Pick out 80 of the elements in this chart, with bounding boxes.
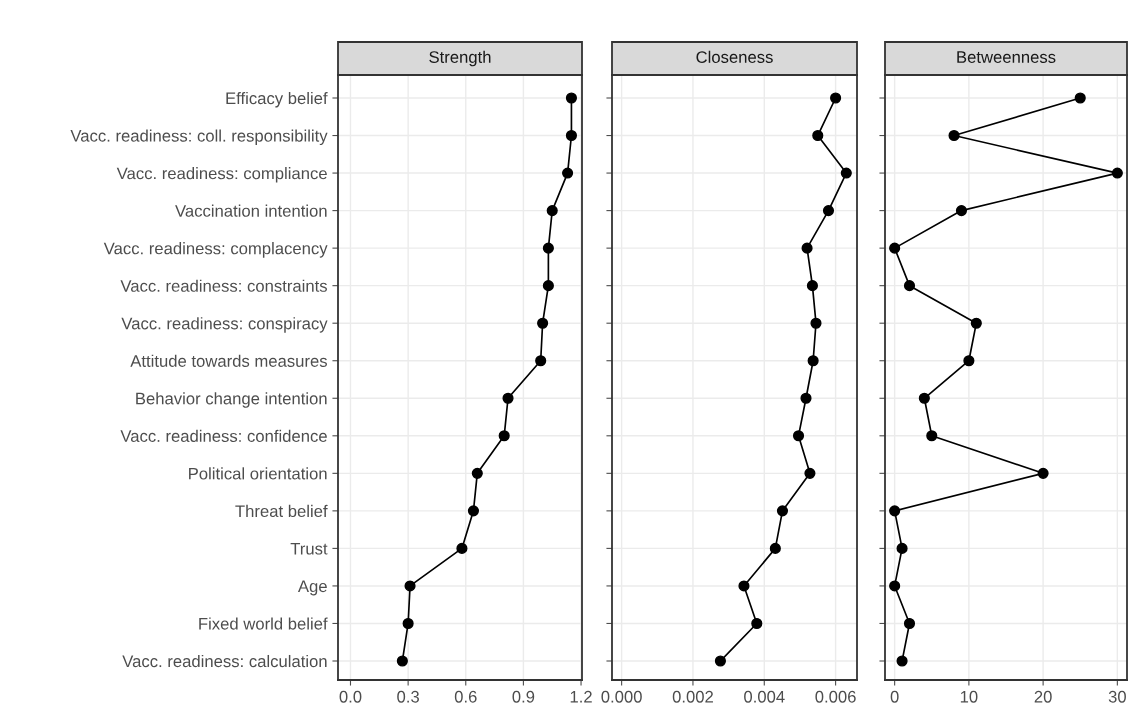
point <box>806 280 818 292</box>
y-tick-label: Efficacy belief <box>226 91 328 108</box>
point <box>955 205 968 217</box>
chart-title: Strength <box>429 50 491 67</box>
point <box>714 655 726 667</box>
y-tick-label: Behavior change intention <box>136 392 327 408</box>
point <box>537 317 549 329</box>
point <box>963 355 975 367</box>
y-tick-label: Attitude towards measures <box>130 354 327 367</box>
y-tick-label: Vacc. readiness: constraints <box>120 279 327 292</box>
point <box>402 617 414 630</box>
y-tick-label: Trust <box>290 542 328 555</box>
point <box>1111 167 1123 179</box>
point <box>751 617 763 630</box>
point <box>562 167 574 179</box>
y-tick-label: Fixed world belief <box>199 617 328 630</box>
y-tick-label: Vacc. readiness: complacency <box>103 242 328 258</box>
y-tick-label: Vacc. readiness: conspiracy <box>121 317 328 333</box>
x-tick-label: 30 <box>1108 690 1126 703</box>
point <box>812 129 824 142</box>
point <box>565 92 577 104</box>
x-tick-label: 0.002 <box>672 690 713 703</box>
point <box>889 505 901 517</box>
point <box>769 542 781 554</box>
point <box>535 355 547 367</box>
point <box>542 280 554 292</box>
point <box>404 580 416 592</box>
point <box>926 430 938 442</box>
point <box>467 505 480 517</box>
chart-title: Closeness <box>696 50 773 63</box>
point <box>542 242 554 254</box>
point <box>948 129 960 142</box>
point <box>810 317 822 329</box>
point <box>565 129 577 142</box>
x-tick-label: 0.9 <box>512 690 535 703</box>
y-tick-label: Vacc. readiness: compliance <box>116 167 327 183</box>
point <box>822 205 835 217</box>
point <box>471 467 483 479</box>
point <box>738 580 750 592</box>
x-tick-label: 1.2 <box>570 690 592 703</box>
point <box>903 617 916 630</box>
point <box>903 280 916 292</box>
point <box>1074 92 1086 104</box>
point <box>840 167 852 179</box>
point <box>830 92 842 104</box>
chart-title: Betweenness <box>957 51 1056 63</box>
point <box>807 355 819 367</box>
y-tick-label: Vacc. readiness: confidence <box>120 429 327 442</box>
point <box>456 542 468 554</box>
x-tick-label: 0.3 <box>397 690 419 703</box>
y-tick-label: Vacc. readiness: calculation <box>122 654 327 668</box>
point <box>792 430 805 442</box>
x-tick-label: 0 <box>890 690 899 703</box>
point <box>396 655 408 667</box>
x-tick-label: 0.6 <box>454 690 477 703</box>
y-tick-label: Vacc. readiness: coll. responsibility <box>70 129 328 146</box>
point <box>800 392 812 404</box>
point <box>801 242 813 254</box>
x-tick-label: 0.0 <box>339 690 362 703</box>
point <box>1037 467 1049 479</box>
point <box>498 430 510 442</box>
point <box>896 655 908 667</box>
point <box>502 392 514 404</box>
point <box>889 242 901 254</box>
point <box>546 205 558 217</box>
point <box>896 542 908 554</box>
point <box>970 317 982 329</box>
y-tick-label: Age <box>297 580 327 596</box>
y-tick-label: Threat belief <box>235 504 328 518</box>
point <box>804 467 816 479</box>
y-tick-label: Vaccination intention <box>175 204 327 217</box>
x-tick-label: 20 <box>1034 690 1052 703</box>
y-tick-label: Political orientation <box>189 467 327 480</box>
x-tick-label: 10 <box>960 690 978 703</box>
point <box>776 505 789 517</box>
x-tick-label: 0.006 <box>815 690 856 703</box>
x-tick-label: 0.000 <box>601 690 642 703</box>
x-tick-label: 0.004 <box>744 690 785 703</box>
point <box>889 580 901 592</box>
point <box>918 392 930 404</box>
